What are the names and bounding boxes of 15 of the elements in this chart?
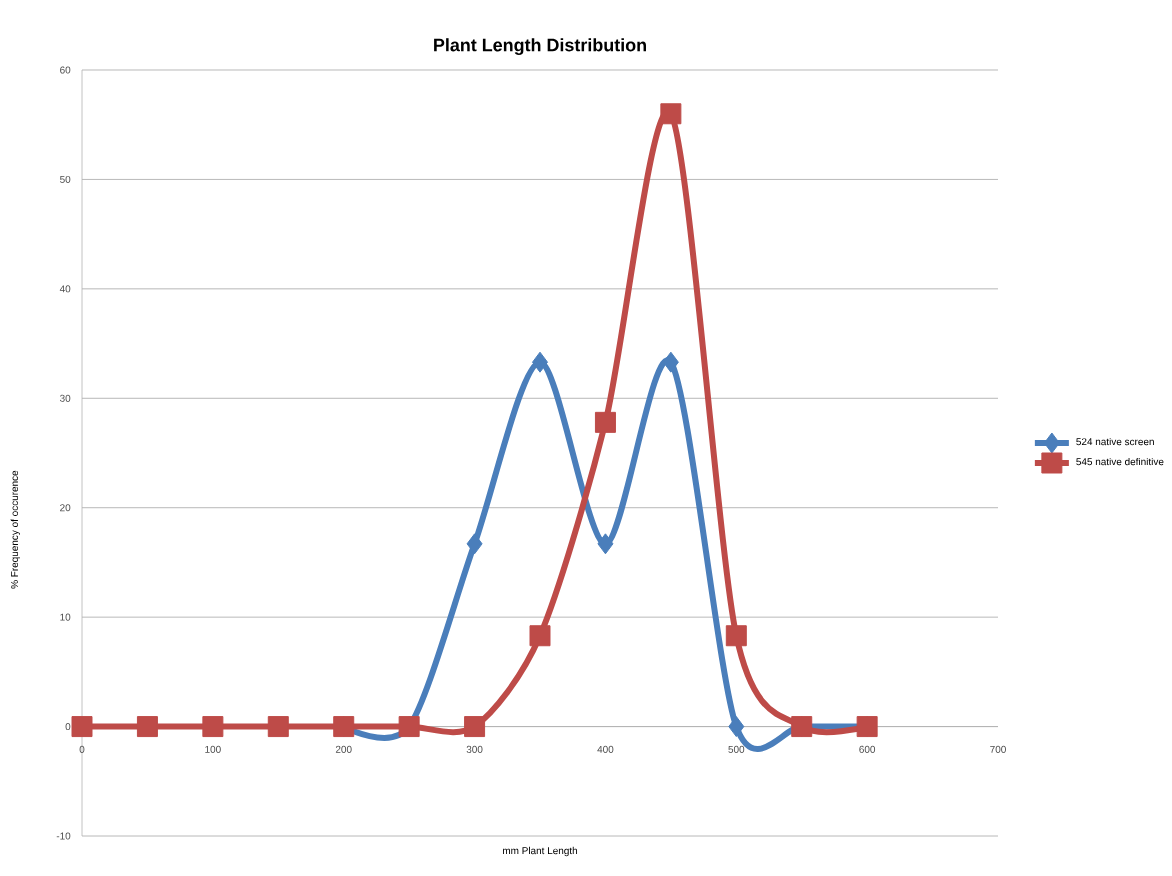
point <box>594 411 616 433</box>
chart-title: Plant Length Distribution <box>434 38 646 56</box>
point <box>529 625 551 647</box>
point <box>725 625 747 647</box>
point <box>662 351 679 373</box>
point <box>728 716 745 738</box>
point <box>464 716 486 738</box>
point <box>71 716 93 738</box>
point <box>202 716 224 738</box>
point <box>136 716 158 738</box>
point <box>466 533 483 555</box>
point <box>597 533 614 555</box>
point <box>532 351 549 373</box>
point <box>267 716 289 738</box>
point <box>660 103 682 125</box>
